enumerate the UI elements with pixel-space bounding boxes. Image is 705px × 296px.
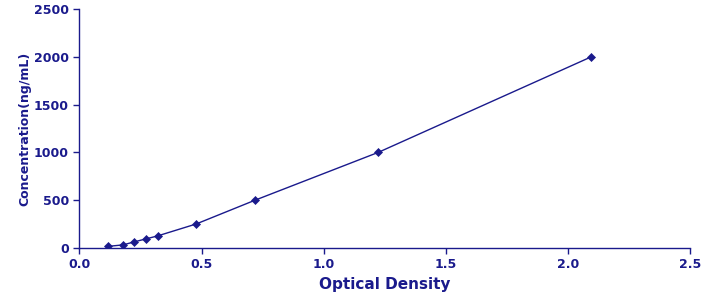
Y-axis label: Concentration(ng/mL): Concentration(ng/mL) [18,52,31,206]
X-axis label: Optical Density: Optical Density [319,277,450,292]
